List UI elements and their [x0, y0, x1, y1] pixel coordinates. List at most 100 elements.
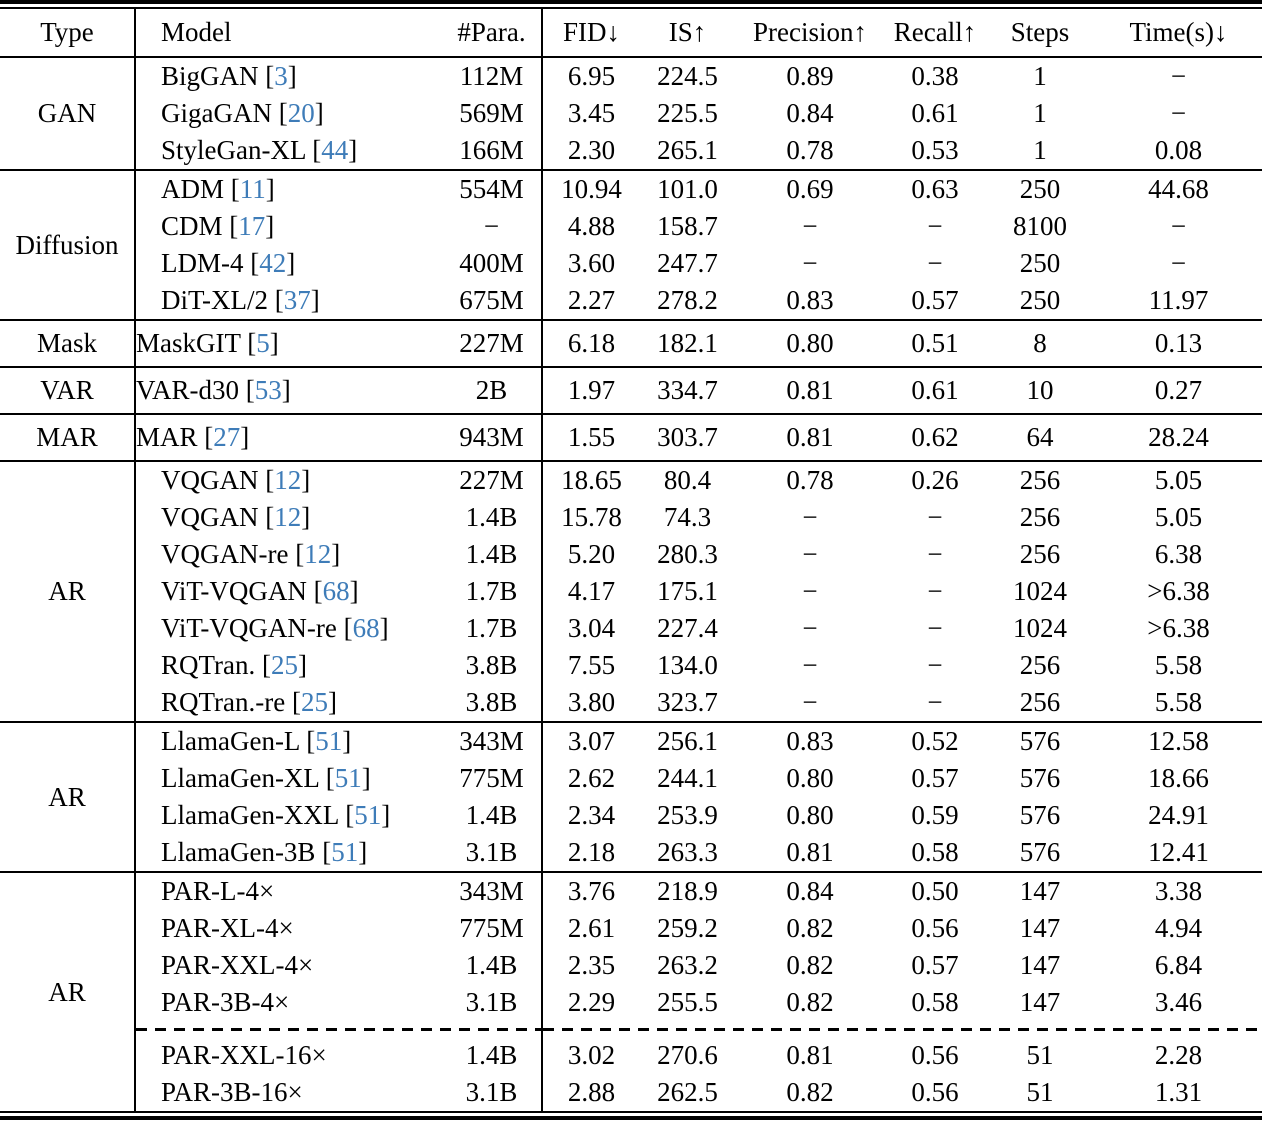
- model-cell: LlamaGen-3B [51]: [161, 837, 368, 867]
- citation-link[interactable]: 51: [331, 837, 359, 867]
- cell-recall: 0.62: [911, 422, 959, 452]
- citation-link[interactable]: 68: [322, 576, 350, 606]
- citation-link[interactable]: 44: [321, 135, 349, 165]
- model-cell: StyleGan-XL [44]: [161, 135, 358, 165]
- cell-steps: 64: [1026, 422, 1054, 452]
- section-5-ar: AR VQGAN [12] 227M 18.65 80.4 0.78 0.26 256 5.05…: [0, 461, 1262, 722]
- cell-recall: 0.50: [911, 876, 959, 906]
- model-name: PAR-XL-4×: [161, 913, 294, 943]
- cell-recall: 0.52: [911, 726, 959, 756]
- citation-link[interactable]: 11: [239, 174, 266, 204]
- cell-time: 44.68: [1148, 174, 1209, 204]
- cell-steps: 147: [1019, 913, 1061, 943]
- cell-recall: −: [927, 248, 943, 278]
- cell-time: 2.28: [1154, 1040, 1203, 1070]
- cell-time: 11.97: [1148, 285, 1209, 315]
- cell-para: 1.4B: [442, 536, 543, 573]
- cell-fid: 4.88: [567, 211, 616, 241]
- top-rule-inner: [0, 7, 1262, 9]
- citation-link[interactable]: 3: [274, 61, 288, 91]
- cell-fid: 1.55: [567, 422, 616, 452]
- cell-recall: 0.58: [911, 837, 959, 867]
- model-cell: PAR-XXL-16×: [135, 1037, 442, 1074]
- cell-steps: 1: [1033, 61, 1047, 91]
- citation-link[interactable]: 5: [256, 328, 270, 358]
- model-cell: ViT-VQGAN-re [68]: [161, 613, 389, 643]
- model-cell: RQTran. [25]: [161, 650, 308, 680]
- cell-precision: −: [802, 613, 818, 643]
- cell-precision: 0.80: [786, 800, 834, 830]
- cell-precision: −: [802, 211, 818, 241]
- citation-link[interactable]: 27: [213, 422, 241, 452]
- cell-steps: 250: [1019, 285, 1061, 315]
- cell-steps: 51: [1026, 1077, 1054, 1107]
- citation-link[interactable]: 12: [304, 539, 332, 569]
- table-row: DiT-XL/2 [37] 675M 2.27 278.2 0.83 0.57 250 11.…: [0, 282, 1262, 320]
- model-cell: VQGAN-re [12]: [161, 539, 341, 569]
- cell-para: 775M: [442, 760, 543, 797]
- model-cell: LlamaGen-XL [51]: [161, 763, 371, 793]
- cell-para: 3.8B: [442, 684, 543, 722]
- cell-para: 1.7B: [442, 610, 543, 647]
- citation-link[interactable]: 53: [254, 375, 282, 405]
- cell-recall: 0.61: [911, 375, 959, 405]
- cell-para: 227M: [442, 461, 543, 499]
- cell-precision: −: [802, 502, 818, 532]
- section-2-mask: Mask MaskGIT [5] 227M 6.18 182.1 0.80 0.51 8 0.1…: [0, 320, 1262, 367]
- cell-fid: 5.20: [567, 539, 616, 569]
- cell-precision: 0.82: [786, 1077, 834, 1107]
- citation-link[interactable]: 12: [274, 502, 302, 532]
- cell-steps: 147: [1019, 987, 1061, 1017]
- citation-link[interactable]: 25: [301, 687, 328, 717]
- section-1-diffusion: Diffusion ADM [11] 554M 10.94 101.0 0.69 0.63 2…: [0, 170, 1262, 320]
- table-row: PAR-XXL-4× 1.4B 2.35 263.2 0.82 0.57 147 6.84: [0, 947, 1262, 984]
- cell-para: 1.4B: [442, 1037, 543, 1074]
- cell-precision: 0.82: [786, 987, 834, 1017]
- model-name: RQTran.-re: [161, 687, 286, 717]
- results-table: Type Model #Para. FID↓ IS↑ Precision↑ Re…: [0, 9, 1262, 1111]
- bottom-rule-outer: [0, 1116, 1262, 1120]
- cell-recall: 0.59: [911, 800, 959, 830]
- type-label: MAR: [0, 414, 136, 461]
- model-name: PAR-3B-16×: [161, 1077, 303, 1107]
- table-row: CDM [17] −4.88 158.7− −8100−: [0, 208, 1262, 245]
- citation-link[interactable]: 20: [287, 98, 315, 128]
- citation-link[interactable]: 51: [315, 726, 343, 756]
- top-rule-gap: [0, 4, 1262, 7]
- cell-is: 256.1: [657, 726, 718, 756]
- type-label: GAN: [0, 57, 136, 170]
- cell-recall: −: [927, 650, 943, 680]
- cell-steps: 250: [1019, 248, 1061, 278]
- table-row: LlamaGen-XL [51] 775M 2.62 244.1 0.80 0.57 576…: [0, 760, 1262, 797]
- table-row: Mask MaskGIT [5] 227M 6.18 182.1 0.80 0.51 8 0.1…: [0, 320, 1262, 367]
- cell-para: 1.4B: [442, 499, 543, 536]
- table-row: MAR MAR [27] 943M 1.55 303.7 0.81 0.62 64 28.24: [0, 414, 1262, 461]
- cell-steps: 256: [1019, 465, 1061, 495]
- citation-link[interactable]: 17: [238, 211, 266, 241]
- citation-link[interactable]: 37: [283, 285, 311, 315]
- citation-link[interactable]: 51: [334, 763, 362, 793]
- cell-precision: 0.81: [786, 375, 834, 405]
- cell-steps: 147: [1019, 876, 1061, 906]
- cell-steps: 576: [1019, 726, 1061, 756]
- table-header: Type Model #Para. FID↓ IS↑ Precision↑ Re…: [0, 9, 1262, 57]
- model-cell: PAR-3B-4×: [135, 984, 442, 1021]
- cell-fid: 3.76: [567, 876, 616, 906]
- citation-link[interactable]: 25: [271, 650, 299, 680]
- bottom-rule-gap: [0, 1113, 1262, 1116]
- cell-para: 554M: [442, 170, 543, 208]
- cell-precision: −: [802, 248, 818, 278]
- cell-steps: 256: [1019, 687, 1061, 717]
- citation-link[interactable]: 68: [352, 613, 380, 643]
- citation-link[interactable]: 12: [274, 465, 302, 495]
- cell-para: 166M: [442, 132, 543, 170]
- cell-is: 225.5: [657, 98, 718, 128]
- cell-steps: 576: [1019, 837, 1061, 867]
- cell-recall: 0.57: [911, 763, 959, 793]
- citation-link[interactable]: 51: [354, 800, 382, 830]
- model-cell: PAR-L-4×: [135, 872, 442, 910]
- citation-link[interactable]: 42: [259, 248, 287, 278]
- cell-is: 259.2: [657, 913, 718, 943]
- model-name: PAR-XXL-4×: [161, 950, 314, 980]
- col-header-model: Model: [161, 17, 232, 47]
